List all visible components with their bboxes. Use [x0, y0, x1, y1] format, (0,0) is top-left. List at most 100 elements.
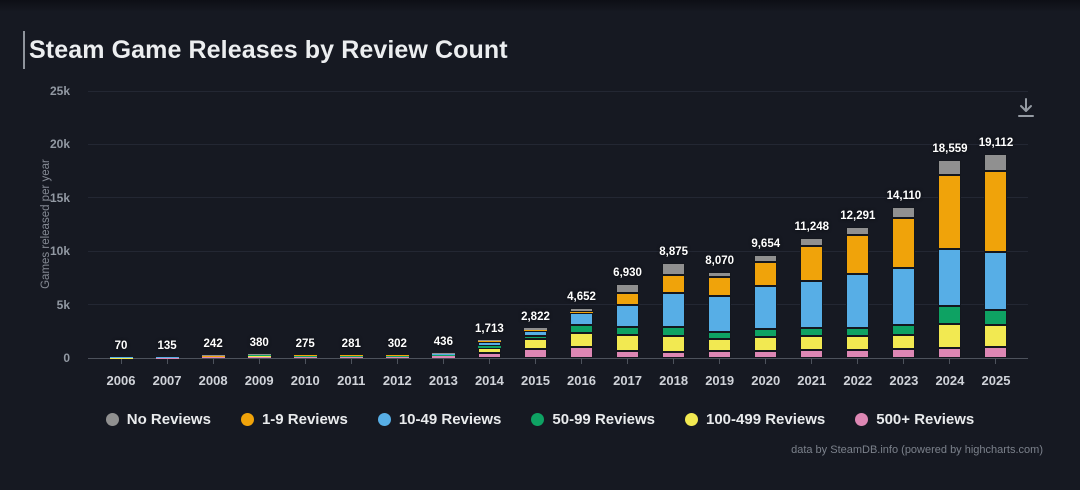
bar-segment-2024-no-reviews[interactable]: [938, 159, 962, 176]
bar-segment-2020-50-99-reviews[interactable]: [754, 329, 778, 338]
bar-segment-2013-10-49-reviews[interactable]: [431, 353, 455, 355]
bar-segment-2020-500-reviews[interactable]: [754, 350, 778, 358]
credits[interactable]: data by SteamDB.info (powered by highcha…: [791, 444, 1043, 456]
bar-segment-2017-no-reviews[interactable]: [616, 284, 640, 294]
bar-segment-2025-100-499-reviews[interactable]: [984, 325, 1008, 348]
bar-segment-2020-1-9-reviews[interactable]: [754, 261, 778, 287]
bar-segment-2021-1-9-reviews[interactable]: [800, 246, 824, 281]
download-button[interactable]: [1012, 94, 1040, 122]
bar-segment-2017-1-9-reviews[interactable]: [616, 293, 640, 306]
bar-segment-2014-500-reviews[interactable]: [477, 353, 501, 358]
bar-segment-2014-10-49-reviews[interactable]: [477, 341, 501, 347]
bar-segment-2022-1-9-reviews[interactable]: [846, 234, 870, 275]
bar-segment-2011-10-49-reviews[interactable]: [339, 355, 363, 356]
bar-segment-2019-500-reviews[interactable]: [708, 350, 732, 358]
bar-segment-2016-10-49-reviews[interactable]: [570, 313, 594, 326]
bar-segment-2019-10-49-reviews[interactable]: [708, 296, 732, 332]
bar-segment-2021-10-49-reviews[interactable]: [800, 280, 824, 328]
bar-segment-2023-100-499-reviews[interactable]: [892, 334, 916, 350]
bar-segment-2014-50-99-reviews[interactable]: [477, 346, 501, 349]
bar-segment-2023-500-reviews[interactable]: [892, 349, 916, 358]
bar-segment-2008-100-499-reviews[interactable]: [201, 356, 225, 358]
bar-segment-2022-100-499-reviews[interactable]: [846, 335, 870, 351]
bar-segment-2017-100-499-reviews[interactable]: [616, 334, 640, 351]
bar-segment-2015-500-reviews[interactable]: [523, 349, 547, 358]
bar-segment-2022-500-reviews[interactable]: [846, 350, 870, 358]
bar-segment-2022-50-99-reviews[interactable]: [846, 327, 870, 336]
bar-segment-2012-500-reviews[interactable]: [385, 356, 409, 358]
bar-segment-2008-500-reviews[interactable]: [201, 357, 225, 358]
bar-segment-2020-100-499-reviews[interactable]: [754, 337, 778, 351]
bar-segment-2020-no-reviews[interactable]: [754, 254, 778, 262]
bar-segment-2018-500-reviews[interactable]: [662, 351, 686, 358]
bar-segment-2018-10-49-reviews[interactable]: [662, 292, 686, 328]
legend-item-50-99-reviews[interactable]: 50-99 Reviews: [531, 411, 655, 428]
bar-segment-2018-100-499-reviews[interactable]: [662, 335, 686, 352]
bar-segment-2023-no-reviews[interactable]: [892, 207, 916, 219]
bar-segment-2021-100-499-reviews[interactable]: [800, 336, 824, 350]
bar-segment-2015-100-499-reviews[interactable]: [523, 339, 547, 350]
bar-segment-2014-1-9-reviews[interactable]: [477, 340, 501, 342]
bar-segment-2023-10-49-reviews[interactable]: [892, 268, 916, 325]
bar-segment-2025-1-9-reviews[interactable]: [984, 171, 1008, 253]
bar-segment-2011-100-499-reviews[interactable]: [339, 356, 363, 357]
bar-segment-2010-10-49-reviews[interactable]: [293, 355, 317, 356]
bar-segment-2013-500-reviews[interactable]: [431, 356, 455, 358]
legend-item-500-reviews[interactable]: 500+ Reviews: [855, 411, 974, 428]
bar-segment-2015-1-9-reviews[interactable]: [523, 329, 547, 331]
bar-segment-2019-no-reviews[interactable]: [708, 271, 732, 278]
bar-segment-2014-100-499-reviews[interactable]: [477, 348, 501, 354]
bar-segment-2016-50-99-reviews[interactable]: [570, 325, 594, 333]
x-tick-2022: [857, 358, 859, 364]
bar-segment-2010-500-reviews[interactable]: [293, 357, 317, 358]
bar-segment-2015-no-reviews[interactable]: [523, 327, 547, 330]
legend-item-no-reviews[interactable]: No Reviews: [105, 411, 211, 428]
bar-segment-2022-no-reviews[interactable]: [846, 226, 870, 235]
bar-segment-2009-500-reviews[interactable]: [247, 356, 271, 358]
bar-segment-2017-50-99-reviews[interactable]: [616, 327, 640, 335]
bar-segment-2022-10-49-reviews[interactable]: [846, 274, 870, 328]
bar-segment-2019-100-499-reviews[interactable]: [708, 339, 732, 351]
bar-segment-2012-100-499-reviews[interactable]: [385, 355, 409, 357]
bar-segment-2021-50-99-reviews[interactable]: [800, 327, 824, 337]
bar-segment-2017-500-reviews[interactable]: [616, 350, 640, 358]
bar-segment-2016-500-reviews[interactable]: [570, 347, 594, 358]
legend-item-10-49-reviews[interactable]: 10-49 Reviews: [377, 411, 501, 428]
bar-segment-2011-500-reviews[interactable]: [339, 356, 363, 358]
bar-segment-2018-1-9-reviews[interactable]: [662, 274, 686, 293]
bar-segment-2024-50-99-reviews[interactable]: [938, 306, 962, 325]
bar-segment-2009-100-499-reviews[interactable]: [247, 355, 271, 357]
bar-segment-2018-no-reviews[interactable]: [662, 263, 686, 275]
bar-segment-2012-10-49-reviews[interactable]: [385, 354, 409, 356]
bar-segment-2024-100-499-reviews[interactable]: [938, 324, 962, 348]
bar-segment-2023-50-99-reviews[interactable]: [892, 324, 916, 335]
bar-segment-2019-1-9-reviews[interactable]: [708, 277, 732, 297]
bar-segment-2024-10-49-reviews[interactable]: [938, 248, 962, 306]
bar-segment-2024-1-9-reviews[interactable]: [938, 175, 962, 249]
legend-item-1-9-reviews[interactable]: 1-9 Reviews: [240, 411, 348, 428]
bar-segment-2018-50-99-reviews[interactable]: [662, 327, 686, 336]
bar-segment-2021-500-reviews[interactable]: [800, 350, 824, 358]
bar-segment-2016-no-reviews[interactable]: [570, 308, 594, 312]
bar-segment-2015-50-99-reviews[interactable]: [523, 335, 547, 339]
bar-segment-2024-500-reviews[interactable]: [938, 347, 962, 358]
bar-segment-2010-100-499-reviews[interactable]: [293, 356, 317, 357]
no-reviews-swatch-icon: [105, 413, 119, 426]
bar-segment-2013-100-499-reviews[interactable]: [431, 355, 455, 357]
bar-segment-2015-10-49-reviews[interactable]: [523, 330, 547, 336]
bar-segment-2023-1-9-reviews[interactable]: [892, 218, 916, 269]
bar-segment-2016-1-9-reviews[interactable]: [570, 311, 594, 314]
bar-segment-2025-50-99-reviews[interactable]: [984, 309, 1008, 326]
bar-segment-2009-10-49-reviews[interactable]: [247, 354, 271, 356]
bar-segment-2020-10-49-reviews[interactable]: [754, 286, 778, 330]
bar-segment-2025-no-reviews[interactable]: [984, 153, 1008, 172]
legend-item-100-499-reviews[interactable]: 100-499 Reviews: [684, 411, 825, 428]
bar-segment-2008-10-49-reviews[interactable]: [201, 355, 225, 357]
bar-segment-2019-50-99-reviews[interactable]: [708, 331, 732, 340]
bar-segment-2021-no-reviews[interactable]: [800, 237, 824, 247]
bar-segment-2016-100-499-reviews[interactable]: [570, 332, 594, 347]
bar-segment-2017-10-49-reviews[interactable]: [616, 305, 640, 328]
bar-segment-2014-no-reviews[interactable]: [477, 339, 501, 341]
bar-segment-2025-500-reviews[interactable]: [984, 347, 1008, 358]
bar-segment-2025-10-49-reviews[interactable]: [984, 252, 1008, 310]
